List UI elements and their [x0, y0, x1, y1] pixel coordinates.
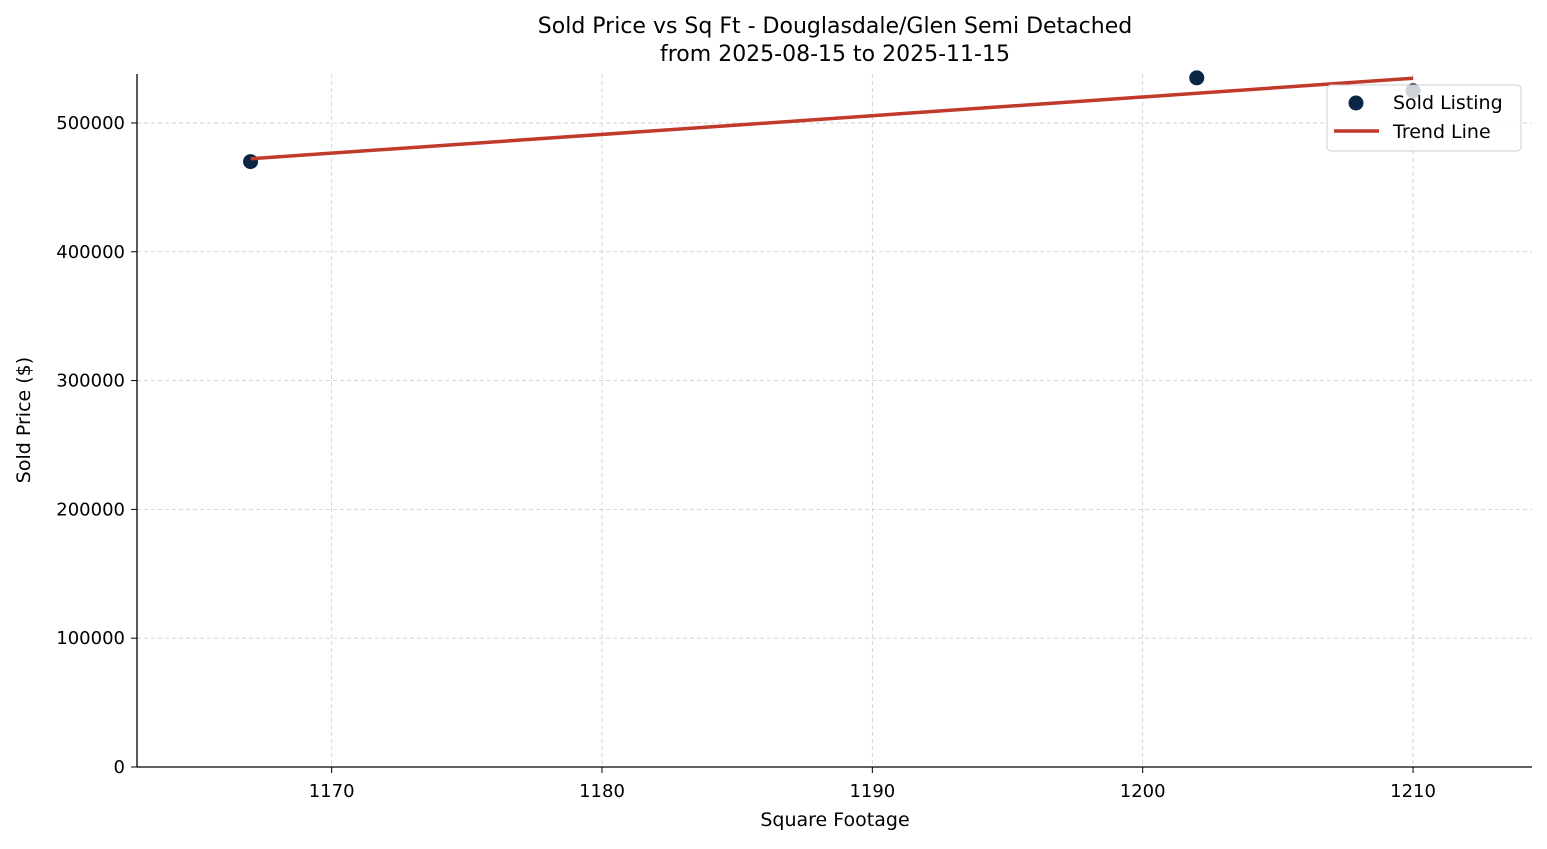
- chart-subtitle: from 2025-08-15 to 2025-11-15: [660, 42, 1010, 67]
- y-tick-label: 300000: [56, 371, 125, 392]
- data-point: [243, 154, 259, 170]
- legend-label-sold-listing: Sold Listing: [1393, 92, 1503, 114]
- legend-label-trend-line: Trend Line: [1392, 121, 1491, 143]
- x-tick-label: 1210: [1390, 781, 1436, 802]
- data-point: [1189, 70, 1205, 86]
- x-tick-label: 1180: [579, 781, 625, 802]
- y-tick-label: 100000: [56, 628, 125, 649]
- y-tick-label: 500000: [56, 113, 125, 134]
- x-axis-label: Square Footage: [760, 809, 909, 831]
- y-axis-label: Sold Price ($): [13, 357, 35, 483]
- legend-marker-sold-listing: [1348, 95, 1364, 111]
- x-tick-label: 1200: [1120, 781, 1166, 802]
- legend: Sold Listing Trend Line: [1326, 84, 1522, 152]
- chart-title: Sold Price vs Sq Ft - Douglasdale/Glen S…: [538, 14, 1132, 39]
- y-tick-label: 400000: [56, 242, 125, 263]
- trend-line: [250, 76, 1414, 161]
- x-tick-label: 1190: [849, 781, 895, 802]
- y-tick-label: 200000: [56, 499, 125, 520]
- y-tick-label: 0: [114, 757, 125, 778]
- x-tick-label: 1170: [309, 781, 355, 802]
